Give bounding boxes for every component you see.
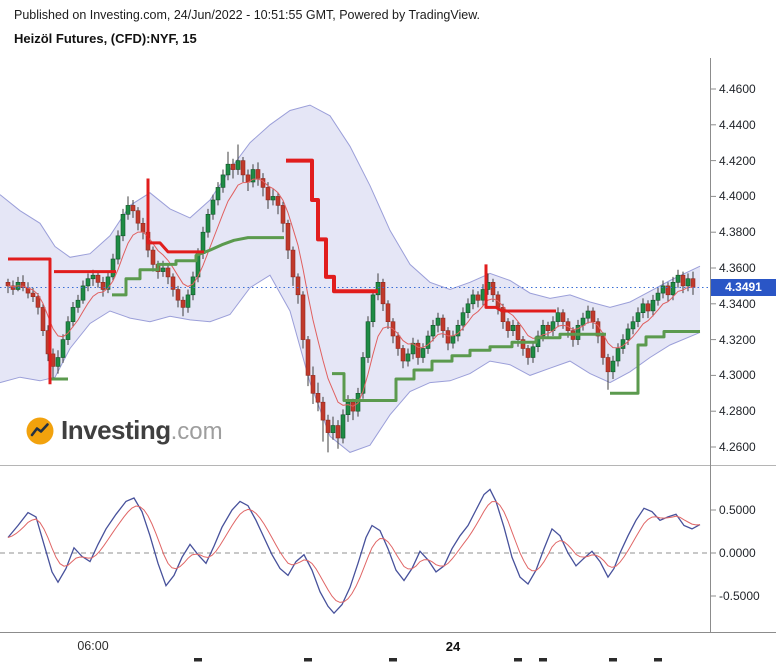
oscillator-pane[interactable] [0,465,710,632]
time-tick-label: 06:00 [77,639,109,653]
published-line: Published on Investing.com, 24/Jun/2022 … [14,8,481,22]
logo-suffix-text: .com [170,418,223,445]
time-axis[interactable]: 06:00 24 [0,632,776,663]
last-price-value: 4.3491 [725,280,762,294]
last-price-badge: 4.3491 [711,279,776,296]
investing-logo-watermark: Investing.com [26,416,223,446]
main-chart-pane[interactable] [0,58,710,465]
investing-logo-icon [26,417,54,445]
chart-title: Heizöl Futures, (CFD):NYF, 15 [14,31,197,46]
logo-brand-text: Investing [61,415,171,445]
time-tick-label: 24 [445,639,461,654]
